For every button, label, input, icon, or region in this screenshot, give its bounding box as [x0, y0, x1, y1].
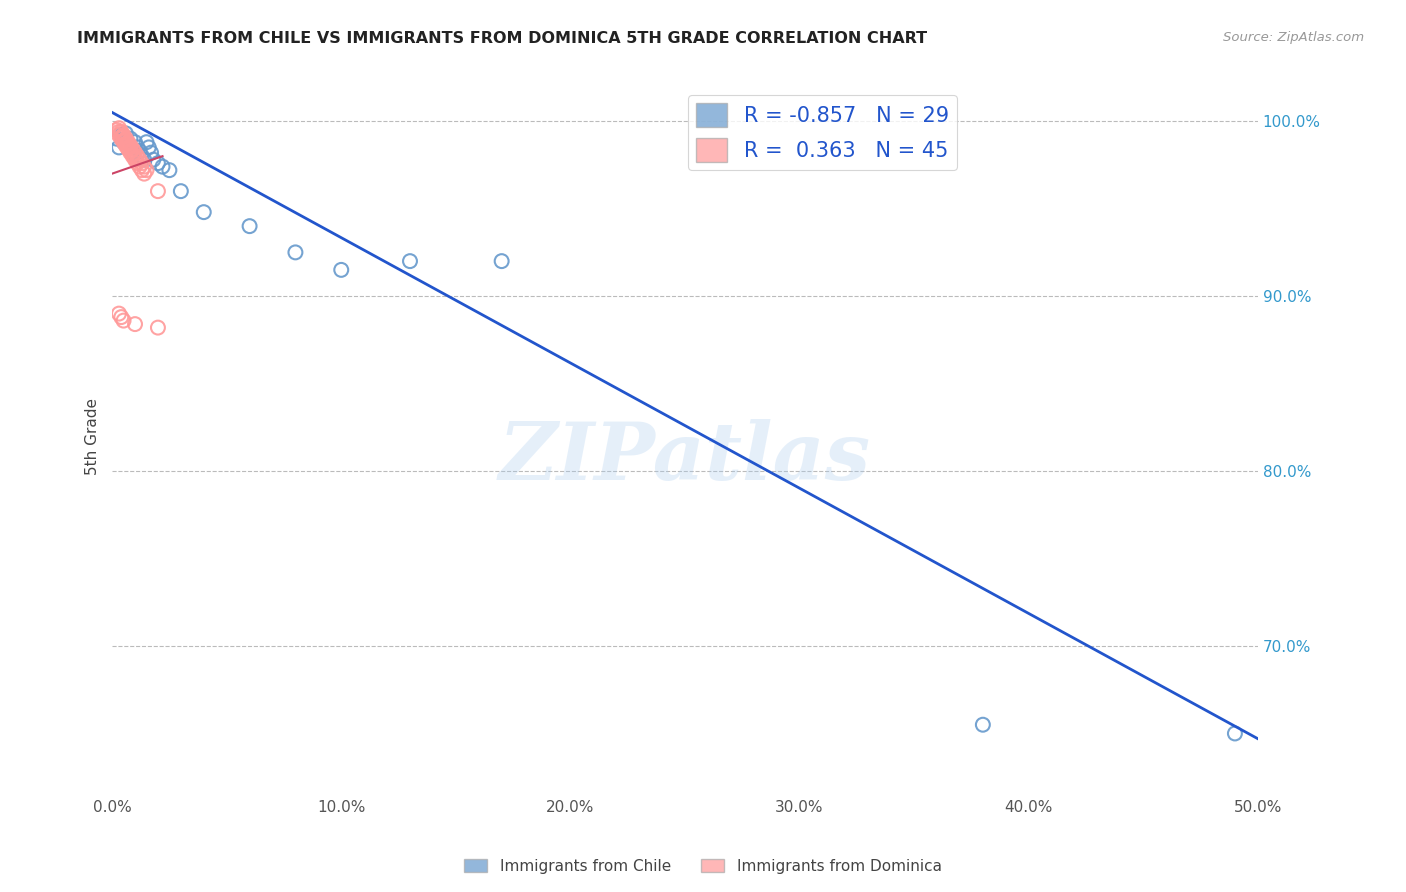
Point: [146, 184, 169, 198]
Legend: Immigrants from Chile, Immigrants from Dominica: Immigrants from Chile, Immigrants from D…: [458, 853, 948, 880]
Point: [239, 219, 262, 234]
Point: [131, 163, 153, 178]
Point: [112, 135, 135, 149]
Point: [399, 254, 422, 268]
Point: [120, 138, 142, 153]
Point: [124, 151, 146, 165]
Text: Source: ZipAtlas.com: Source: ZipAtlas.com: [1223, 31, 1364, 45]
Point: [110, 127, 132, 141]
Point: [110, 310, 132, 325]
Point: [330, 263, 353, 277]
Point: [134, 167, 156, 181]
Point: [117, 140, 139, 154]
Point: [108, 307, 131, 321]
Y-axis label: 5th Grade: 5th Grade: [86, 398, 100, 475]
Text: IMMIGRANTS FROM CHILE VS IMMIGRANTS FROM DOMINICA 5TH GRADE CORRELATION CHART: IMMIGRANTS FROM CHILE VS IMMIGRANTS FROM…: [77, 31, 928, 46]
Point: [121, 142, 143, 156]
Point: [120, 145, 142, 160]
Point: [131, 156, 153, 170]
Point: [112, 128, 135, 143]
Point: [127, 140, 149, 154]
Point: [110, 125, 132, 139]
Point: [120, 144, 142, 158]
Point: [124, 153, 146, 167]
Point: [152, 160, 174, 174]
Point: [134, 153, 156, 167]
Text: ZIPatlas: ZIPatlas: [499, 419, 872, 496]
Point: [108, 140, 131, 154]
Point: [115, 136, 138, 151]
Point: [117, 136, 139, 151]
Point: [121, 145, 143, 160]
Point: [105, 123, 128, 137]
Point: [108, 121, 131, 136]
Point: [124, 135, 146, 149]
Point: [110, 128, 132, 143]
Point: [117, 138, 139, 153]
Point: [108, 125, 131, 139]
Point: [115, 127, 138, 141]
Point: [491, 254, 513, 268]
Point: [146, 156, 169, 170]
Point: [139, 145, 162, 160]
Point: [193, 205, 215, 219]
Point: [135, 135, 157, 149]
Point: [120, 131, 142, 145]
Point: [115, 131, 138, 145]
Point: [120, 140, 142, 154]
Point: [146, 320, 169, 334]
Point: [124, 145, 146, 160]
Point: [110, 129, 132, 144]
Point: [1223, 726, 1246, 740]
Point: [124, 317, 146, 331]
Point: [112, 313, 135, 327]
Point: [284, 245, 307, 260]
Point: [117, 135, 139, 149]
Legend: R = -0.857   N = 29, R =  0.363   N = 45: R = -0.857 N = 29, R = 0.363 N = 45: [688, 95, 957, 170]
Point: [121, 149, 143, 163]
Point: [128, 160, 150, 174]
Point: [128, 144, 150, 158]
Point: [128, 153, 150, 167]
Point: [127, 156, 149, 170]
Point: [142, 153, 165, 167]
Point: [138, 140, 160, 154]
Point: [135, 163, 157, 178]
Point: [134, 160, 156, 174]
Point: [112, 135, 135, 149]
Point: [157, 163, 180, 178]
Point: [127, 149, 149, 163]
Point: [115, 133, 138, 147]
Point: [105, 131, 128, 145]
Point: [170, 184, 193, 198]
Point: [131, 149, 153, 163]
Point: [108, 128, 131, 143]
Point: [110, 131, 132, 145]
Point: [115, 138, 138, 153]
Point: [112, 133, 135, 147]
Point: [121, 147, 143, 161]
Point: [972, 717, 994, 731]
Point: [112, 129, 135, 144]
Point: [117, 142, 139, 156]
